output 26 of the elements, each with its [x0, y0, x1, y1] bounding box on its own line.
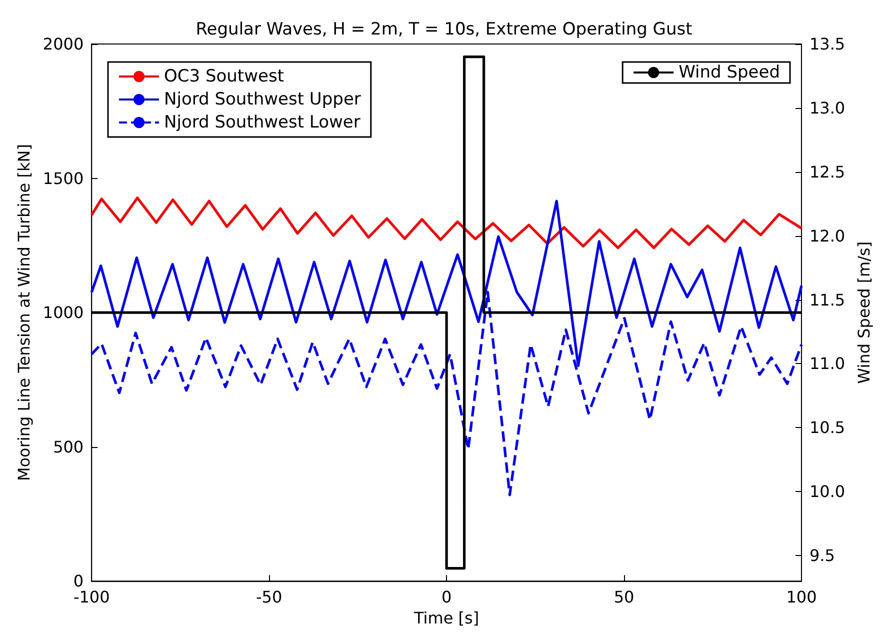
y2-axis-title: Wind Speed [m/s]: [854, 241, 874, 384]
y-tick-label: 1500: [42, 168, 84, 188]
x-tick-label: 0: [441, 588, 452, 607]
line-series: [90, 196, 803, 250]
y2-tick-label: 9.5: [809, 546, 835, 566]
y2-tick-label: 11.5: [809, 290, 846, 310]
y2-tick-label: 10.0: [809, 482, 846, 502]
y2-tick-label: 11.0: [809, 354, 846, 374]
y2-tick-label: 13.5: [809, 34, 846, 54]
y-tick-label: 500: [53, 437, 84, 456]
y-tick-label: 1000: [42, 303, 84, 322]
legend-label: Njord Southwest Upper: [164, 90, 361, 110]
x-axis-title: Time [s]: [413, 608, 480, 628]
y-tick-label: 2000: [42, 34, 84, 54]
y2-tick-label: 12.0: [809, 226, 846, 246]
x-tick-label: 50: [614, 588, 634, 607]
x-tick-label: 100: [786, 588, 817, 607]
y2-tick-label: 10.5: [809, 418, 846, 438]
y2-tick-label: 12.5: [809, 162, 846, 182]
legend-label: OC3 Soutwest: [164, 66, 284, 86]
legend-label: Wind Speed: [678, 62, 780, 82]
chart-title: Regular Waves, H = 2m, T = 10s, Extreme Operating Gust: [196, 20, 693, 40]
y-axis-title: Mooring Line Tension at Wind Turbine [kN]: [14, 144, 34, 482]
x-tick-label: -50: [256, 588, 282, 607]
legend-label: Njord Southwest Lower: [164, 112, 360, 132]
y2-tick-label: 13.0: [809, 98, 846, 118]
